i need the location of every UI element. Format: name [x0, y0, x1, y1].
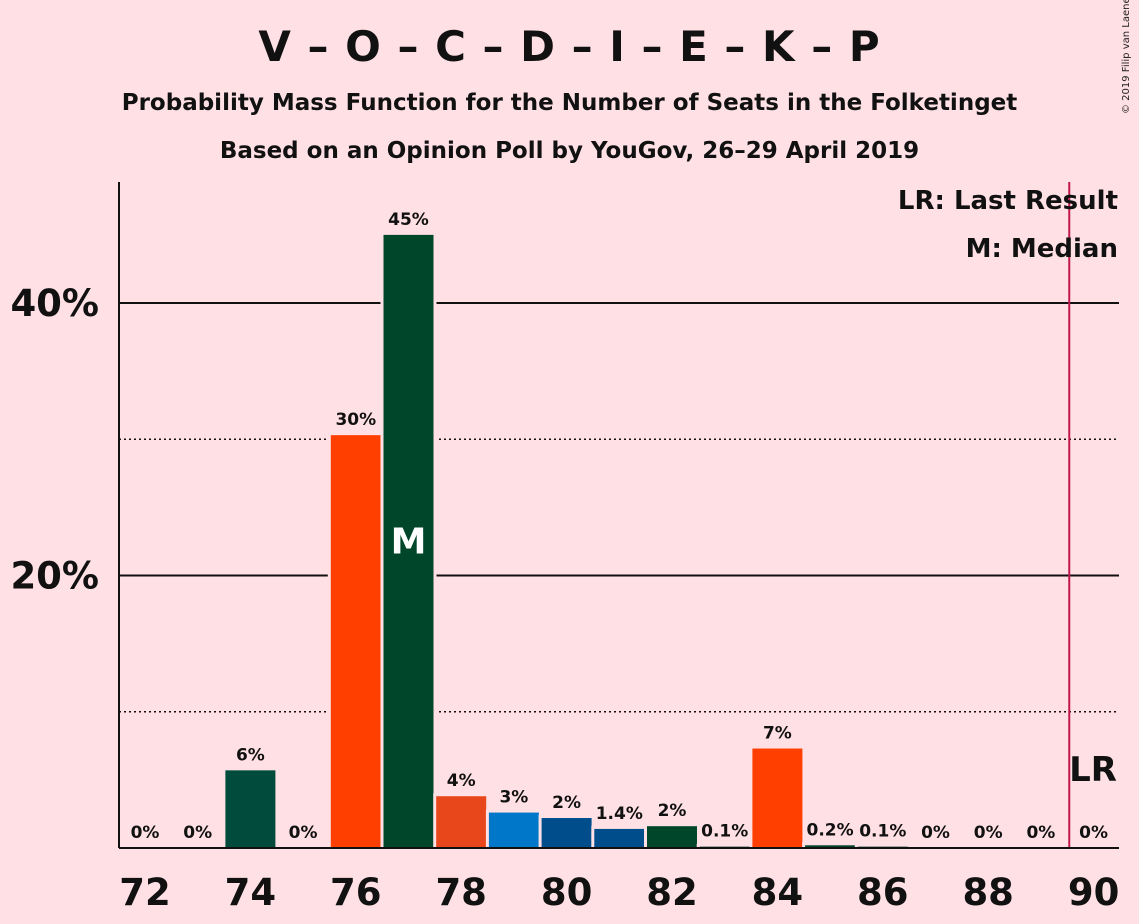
x-tick-label: 90 — [1068, 871, 1120, 914]
bar-label: 0.1% — [701, 822, 748, 842]
chart-poll-source: Based on an Opinion Poll by YouGov, 26–2… — [219, 138, 920, 164]
bar-label: 0.1% — [859, 822, 906, 842]
bar — [225, 770, 276, 848]
bar — [436, 796, 487, 848]
bar-label: 1.4% — [596, 804, 643, 824]
bar-label: 0% — [131, 823, 160, 843]
bar — [647, 826, 697, 848]
axes: LR 20% 40% 72 74 76 78 80 82 84 86 88 90 — [10, 182, 1119, 914]
bar — [805, 845, 856, 848]
legend-last-result: LR: Last Result — [898, 186, 1118, 216]
bar-label: 2% — [552, 793, 581, 813]
bar-label: 0% — [183, 823, 212, 843]
bar-label: 0% — [1079, 823, 1108, 843]
x-tick-label: 78 — [435, 871, 487, 914]
median-marker: M — [391, 521, 427, 562]
bar-label: 3% — [499, 788, 528, 808]
chart-subtitle: Probability Mass Function for the Number… — [121, 90, 1018, 116]
bar-label: 0% — [974, 823, 1003, 843]
bar-label: 0% — [289, 823, 318, 843]
bar-label: 0% — [921, 823, 950, 843]
x-tick-label: 84 — [752, 871, 804, 914]
bar — [488, 812, 539, 848]
y-tick-label: 20% — [10, 555, 99, 598]
bar-label: 45% — [388, 210, 429, 230]
bar — [541, 818, 592, 848]
bar — [594, 828, 645, 848]
chart-title: V – O – C – D – I – E – K – P — [258, 22, 881, 71]
bar-label: 0.2% — [807, 820, 854, 840]
bar-label: 0% — [1026, 823, 1055, 843]
legend-median: M: Median — [966, 234, 1118, 264]
bar-label: 30% — [335, 410, 376, 430]
bar — [752, 748, 803, 848]
bar — [383, 234, 434, 848]
bar-halo — [802, 842, 859, 848]
bar — [330, 435, 381, 848]
bar-label: 6% — [236, 745, 265, 765]
bars — [222, 231, 911, 848]
x-tick-label: 82 — [646, 871, 698, 914]
gridlines — [119, 302, 1119, 713]
bar-label: 4% — [447, 771, 476, 791]
y-tick-label: 40% — [10, 282, 99, 325]
x-tick-label: 72 — [119, 871, 171, 914]
x-tick-label: 86 — [857, 871, 909, 914]
x-tick-label: 74 — [225, 871, 277, 914]
bar-halo — [696, 843, 753, 848]
x-tick-label: 76 — [330, 871, 382, 914]
bar-label: 7% — [763, 724, 792, 744]
last-result-marker: LR — [1069, 750, 1117, 790]
x-tick-label: 80 — [541, 871, 593, 914]
x-tick-label: 88 — [962, 871, 1014, 914]
bar-label: 2% — [658, 801, 687, 821]
bar-value-labels: 0% 0%6%0%30%45%4%3% 2%1.4% 2%0.1%7%0.2% 0.1%… — [131, 210, 1108, 843]
bar-halo — [854, 843, 911, 848]
